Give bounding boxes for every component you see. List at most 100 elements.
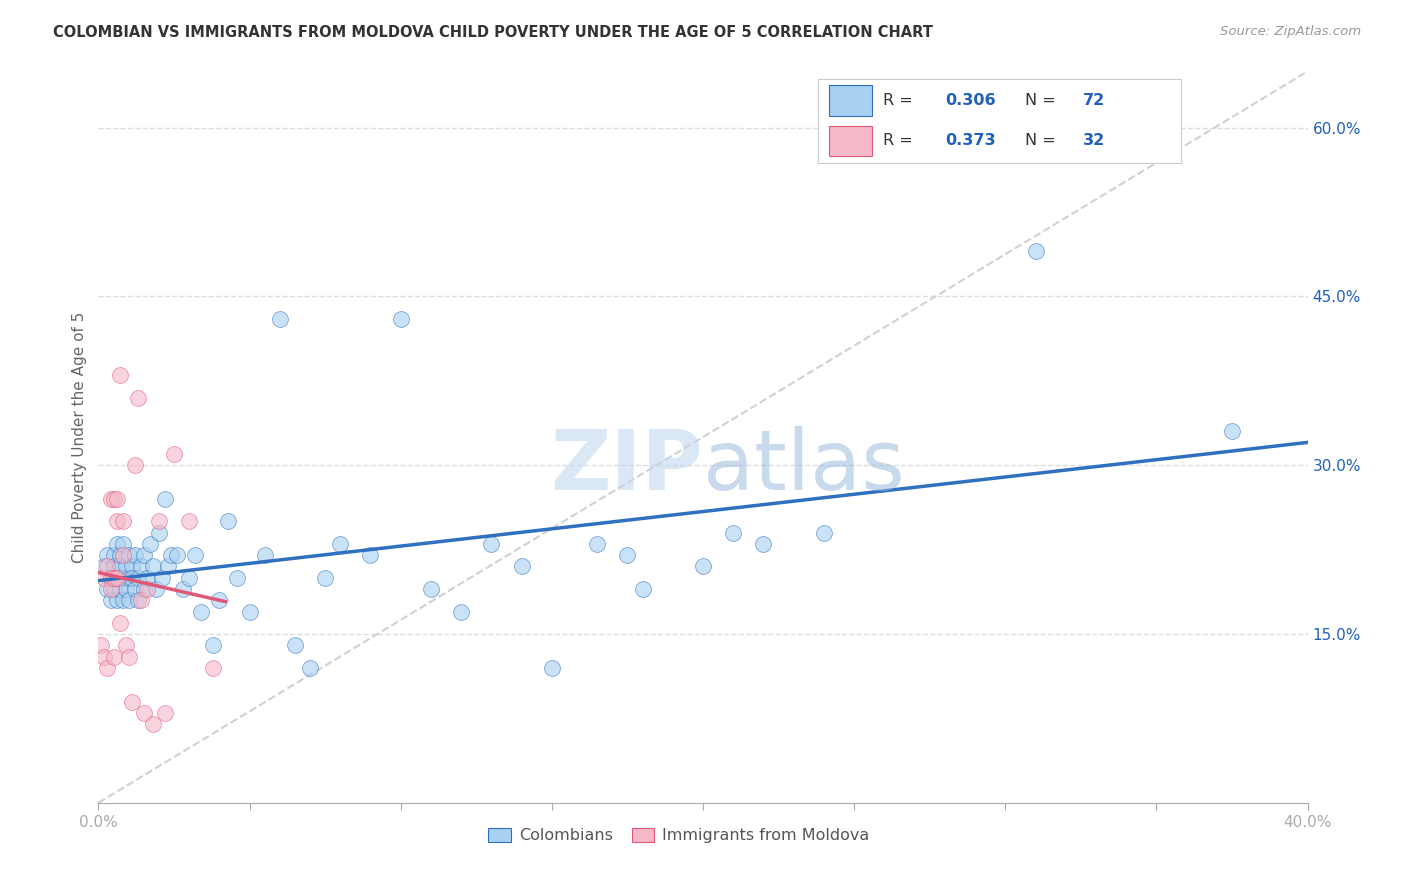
Point	[105, 537, 128, 551]
Point	[111, 515, 134, 529]
Point	[510, 559, 533, 574]
Point	[96, 661, 118, 675]
Point	[132, 582, 155, 596]
Point	[1220, 425, 1243, 439]
Point	[124, 582, 146, 596]
Legend: Colombians, Immigrants from Moldova: Colombians, Immigrants from Moldova	[482, 822, 876, 850]
Point	[389, 312, 412, 326]
Point	[172, 582, 194, 596]
Point	[124, 458, 146, 473]
Point	[217, 515, 239, 529]
Point	[127, 391, 149, 405]
Point	[105, 571, 128, 585]
Point	[118, 548, 141, 562]
Point	[103, 491, 125, 506]
Point	[118, 649, 141, 664]
Point	[105, 515, 128, 529]
Text: ZIP: ZIP	[551, 425, 703, 507]
Point	[121, 559, 143, 574]
Point	[105, 491, 128, 506]
Point	[253, 548, 276, 562]
Point	[450, 605, 472, 619]
Point	[299, 661, 322, 675]
Point	[540, 661, 562, 675]
Point	[148, 525, 170, 540]
Point	[111, 593, 134, 607]
Point	[124, 548, 146, 562]
Point	[100, 582, 122, 596]
Point	[142, 717, 165, 731]
Point	[723, 525, 745, 540]
Point	[139, 537, 162, 551]
Point	[100, 571, 122, 585]
Point	[420, 582, 443, 596]
Point	[179, 515, 201, 529]
Point	[156, 559, 179, 574]
Point	[314, 571, 336, 585]
Point	[96, 559, 118, 574]
Point	[202, 661, 225, 675]
Point	[111, 548, 134, 562]
Point	[239, 605, 262, 619]
Point	[90, 638, 112, 652]
Point	[103, 559, 125, 574]
Point	[145, 582, 167, 596]
Point	[135, 571, 157, 585]
Point	[108, 582, 131, 596]
Point	[135, 582, 157, 596]
Point	[118, 593, 141, 607]
Point	[93, 559, 115, 574]
Point	[127, 571, 149, 585]
Point	[105, 593, 128, 607]
Y-axis label: Child Poverty Under the Age of 5: Child Poverty Under the Age of 5	[72, 311, 87, 563]
Point	[108, 368, 131, 383]
Point	[153, 491, 176, 506]
Point	[160, 548, 183, 562]
Point	[105, 571, 128, 585]
Point	[208, 593, 231, 607]
Text: COLOMBIAN VS IMMIGRANTS FROM MOLDOVA CHILD POVERTY UNDER THE AGE OF 5 CORRELATIO: COLOMBIAN VS IMMIGRANTS FROM MOLDOVA CHI…	[53, 25, 934, 40]
Text: Source: ZipAtlas.com: Source: ZipAtlas.com	[1220, 25, 1361, 38]
Point	[96, 582, 118, 596]
Point	[1024, 244, 1046, 259]
Point	[118, 571, 141, 585]
Point	[114, 638, 136, 652]
Point	[96, 548, 118, 562]
Point	[153, 706, 176, 720]
Point	[129, 559, 152, 574]
Point	[103, 571, 125, 585]
Point	[142, 559, 165, 574]
Point	[93, 571, 115, 585]
Point	[284, 638, 307, 652]
Point	[114, 582, 136, 596]
Point	[132, 548, 155, 562]
Point	[202, 638, 225, 652]
Point	[360, 548, 382, 562]
Point	[108, 559, 131, 574]
Point	[114, 559, 136, 574]
Point	[586, 537, 609, 551]
Point	[121, 571, 143, 585]
Point	[190, 605, 212, 619]
Point	[111, 571, 134, 585]
Point	[93, 649, 115, 664]
Point	[616, 548, 638, 562]
Point	[481, 537, 503, 551]
Point	[692, 559, 714, 574]
Point	[129, 593, 152, 607]
Point	[179, 571, 201, 585]
Point	[166, 548, 188, 562]
Point	[100, 571, 122, 585]
Point	[108, 548, 131, 562]
Point	[226, 571, 249, 585]
Point	[103, 649, 125, 664]
Point	[329, 537, 352, 551]
Point	[813, 525, 835, 540]
Point	[127, 593, 149, 607]
Point	[103, 548, 125, 562]
Point	[121, 694, 143, 708]
Point	[184, 548, 207, 562]
Point	[163, 447, 186, 461]
Point	[111, 537, 134, 551]
Point	[132, 706, 155, 720]
